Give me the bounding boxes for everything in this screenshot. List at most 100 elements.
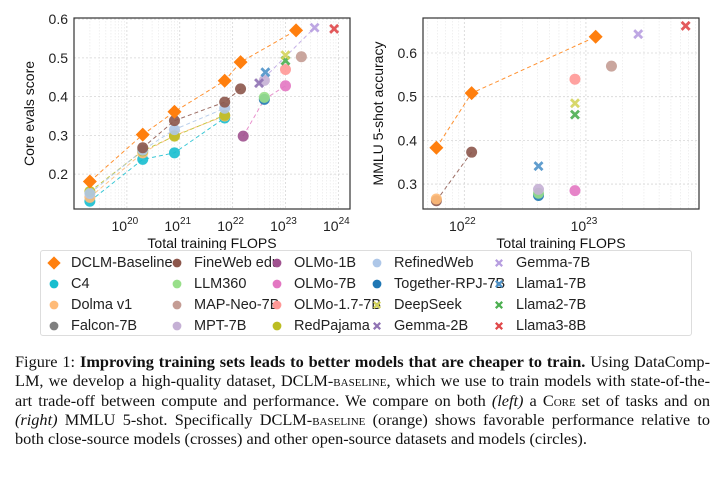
- point-olmo-1b: [237, 130, 249, 142]
- point-gemma-7b: [633, 29, 644, 40]
- legend: DCLM-Baseline C4 Dolma v1 Falcon-7B FineWeb …: [40, 250, 692, 336]
- legend-item-llm360: LLM360: [170, 276, 246, 292]
- series-line-fineweb-edu: [142, 88, 241, 149]
- x-tick-exponent: 23: [286, 216, 298, 227]
- point-refinedweb: [84, 188, 96, 200]
- point-llama3-8b: [680, 20, 691, 31]
- legend-marker: [172, 300, 182, 310]
- y-tick-label: 0.3: [398, 176, 418, 192]
- plot-frame: [422, 17, 700, 210]
- point-dclm-baseline: [217, 73, 232, 88]
- cross-stroke: [260, 67, 271, 78]
- legend-marker: [272, 258, 282, 268]
- legend-label: Falcon-7B: [71, 318, 138, 334]
- series-line-dclm-baseline: [89, 29, 297, 182]
- series-line-dolma-v1: [89, 115, 225, 198]
- point-map-neo-7b: [295, 51, 307, 63]
- cross-stroke: [533, 161, 544, 172]
- series-line-c4: [89, 117, 225, 202]
- legend-item-together-rpj-7b: Together-RPJ-7B: [370, 276, 505, 292]
- legend-label: Llama3-8B: [516, 318, 587, 334]
- point-dclm-baseline: [167, 104, 182, 119]
- y-tick-label: 0.6: [398, 45, 418, 61]
- legend-marker: [172, 321, 182, 331]
- point-mpt-7b: [258, 74, 270, 86]
- point-fineweb-edu: [219, 96, 231, 108]
- point-fineweb-edu: [235, 83, 247, 95]
- caption-text: Using DataComp-LM, we develop a high-qua…: [15, 352, 710, 391]
- legend-item-redpajama: RedPajama: [270, 318, 370, 334]
- point-mpt-7b: [533, 183, 545, 195]
- cross-stroke: [373, 301, 381, 309]
- legend-label: DCLM-Baseline: [71, 255, 173, 271]
- legend-item-llama1-7b: Llama1-7B: [492, 276, 586, 292]
- y-tick-label: 0.6: [49, 11, 69, 27]
- circle-marker-icon: [49, 279, 59, 289]
- legend-item-olmo-7b: OLMo-7B: [270, 276, 356, 292]
- point-llama3-8b: [329, 23, 340, 34]
- caption-text: , which we use to train models with stat…: [15, 371, 711, 410]
- circle-marker-icon: [49, 321, 59, 331]
- circle-marker-icon: [49, 300, 59, 310]
- legend-marker: [372, 258, 382, 268]
- point-llama2-7b: [569, 109, 580, 120]
- legend-marker: [495, 259, 503, 267]
- circle-marker-icon: [172, 258, 182, 268]
- circle-marker-icon: [272, 300, 282, 310]
- caption-text: (orange) shows favorable performance rel…: [15, 409, 710, 449]
- legend-label: Gemma-7B: [516, 255, 591, 271]
- legend-item-falcon-7b: Falcon-7B: [47, 318, 137, 334]
- legend-item-olmo-1-7-7b: OLMo-1.7-7B: [270, 297, 381, 313]
- x-tick-exponent: 24: [339, 216, 351, 227]
- y-tick-label: 0.5: [49, 50, 69, 66]
- point-llama1-7b: [260, 67, 271, 78]
- legend-label: DeepSeek: [394, 297, 462, 313]
- circle-marker-icon: [372, 258, 382, 268]
- point-fineweb-edu: [168, 115, 180, 127]
- x-tick-exponent: 22: [465, 216, 477, 227]
- point-olmo-7b: [569, 185, 581, 197]
- point-dclm-baseline: [429, 140, 444, 155]
- x-tick-label: 1020: [112, 216, 139, 234]
- series-line-fineweb-edu: [435, 151, 473, 201]
- legend-label: C4: [71, 276, 90, 292]
- cross-stroke: [309, 22, 320, 33]
- legend-label: MAP-Neo-7B: [194, 297, 280, 313]
- cross-marker-icon: [495, 322, 503, 330]
- caption-italic: (right): [15, 409, 58, 429]
- x-tick-label: 1022: [217, 216, 244, 234]
- x-axis-label: Total training FLOPS: [147, 235, 276, 250]
- legend-marker: [373, 301, 381, 309]
- x-tick-label: 1022: [449, 216, 476, 234]
- y-axis-label: MMLU 5-shot accuracy: [370, 42, 386, 186]
- x-tick-exponent: 21: [180, 216, 192, 227]
- point-fineweb-edu: [466, 146, 478, 158]
- legend-marker: [49, 321, 59, 331]
- series-line-refinedweb: [89, 107, 225, 194]
- legend-label: OLMo-7B: [294, 276, 357, 292]
- legend-label: LLM360: [194, 276, 247, 292]
- y-tick-label: 0.4: [49, 89, 69, 105]
- caption-smallcaps: baseline: [312, 409, 366, 429]
- legend-marker: [272, 321, 282, 331]
- cross-stroke: [280, 50, 291, 61]
- circle-marker-icon: [172, 279, 182, 289]
- legend-item-refinedweb: RefinedWeb: [370, 255, 474, 271]
- figure-charts: 1020 1021 1022 1023 1024 0.2 0.3 0.4 0.5 0.6 Total…: [21, 11, 700, 250]
- legend-marker: [172, 279, 182, 289]
- legend-label: MPT-7B: [194, 318, 247, 334]
- caption-title: Improving training sets leads to better …: [79, 352, 586, 371]
- point-olmo-1-7-7b: [569, 73, 581, 85]
- legend-item-gemma-2b: Gemma-2B: [370, 318, 468, 334]
- caption-label: Figure 1:: [15, 352, 76, 371]
- legend-marker: [49, 279, 59, 289]
- legend-label: Together-RPJ-7B: [394, 276, 506, 292]
- cross-marker-icon: [495, 280, 503, 288]
- y-axis-label: Core evals score: [21, 61, 37, 166]
- y-tick-label: 0.4: [398, 132, 418, 148]
- point-olmo-1-7-7b: [279, 64, 291, 76]
- legend-marker: [495, 322, 503, 330]
- x-tick-exponent: 22: [233, 216, 245, 227]
- circle-marker-icon: [172, 300, 182, 310]
- cross-marker-icon: [373, 301, 381, 309]
